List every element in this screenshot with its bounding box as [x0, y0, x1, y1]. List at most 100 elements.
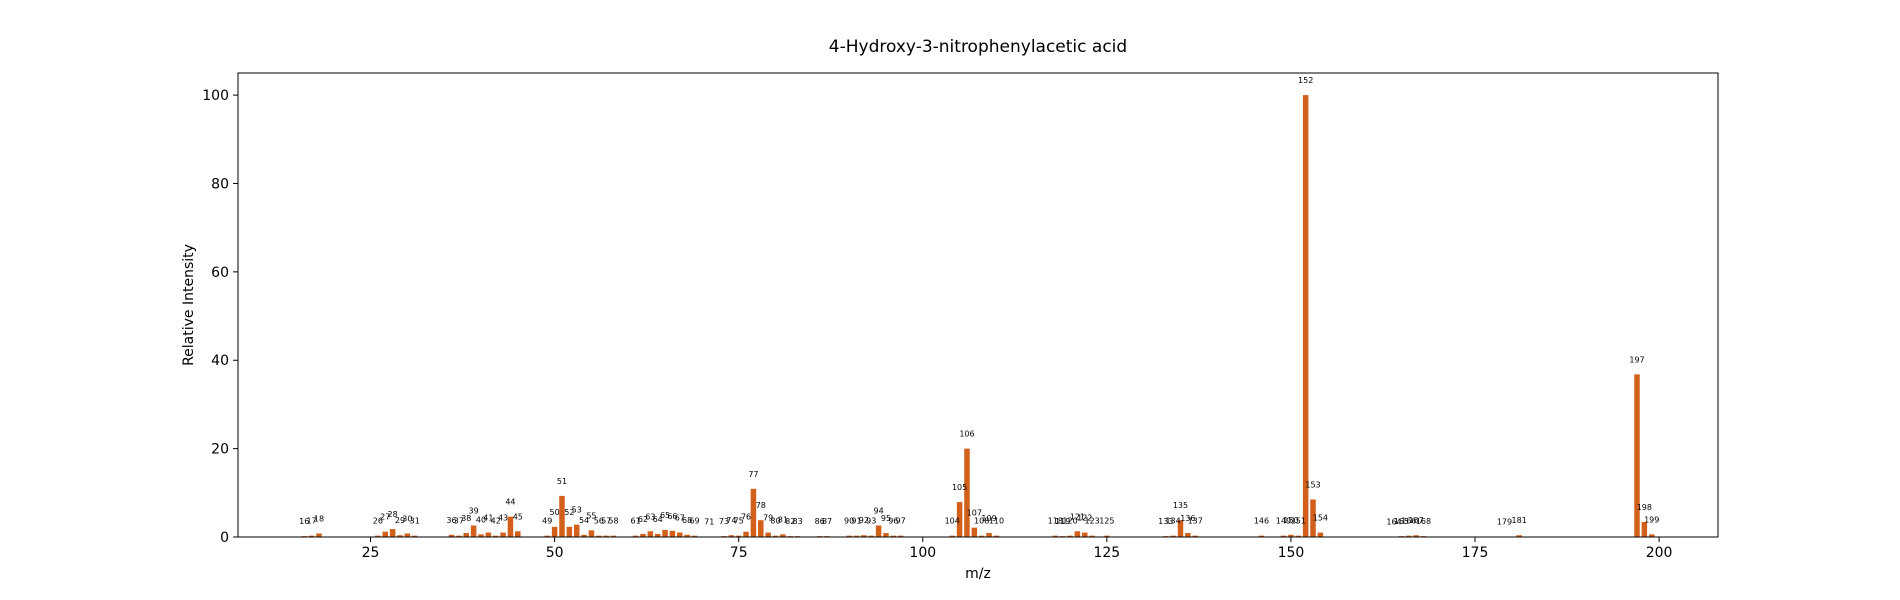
bar-mz-95 [883, 533, 889, 537]
peak-label: 28 [388, 510, 398, 519]
peak-label: 51 [557, 477, 567, 486]
peak-label: 168 [1416, 517, 1431, 526]
peak-label: 50 [550, 508, 560, 517]
bar-mz-41 [485, 532, 492, 537]
peak-label: 134 [1165, 517, 1180, 526]
peak-label: 57 [601, 517, 611, 526]
peak-label: 135 [1173, 501, 1188, 510]
peak-label: 17 [307, 517, 317, 526]
bar-mz-18 [316, 533, 322, 537]
bar-mz-57 [603, 535, 609, 537]
bar-mz-30 [404, 533, 411, 537]
bar-mz-149 [1280, 535, 1287, 537]
bar-mz-40 [478, 534, 484, 537]
bars-layer [301, 95, 1655, 537]
bar-mz-125 [1104, 535, 1110, 537]
peak-label: 108 [974, 517, 989, 526]
bar-mz-80 [772, 535, 779, 537]
peak-label: 122 [1077, 514, 1092, 523]
bar-mz-63 [647, 531, 654, 537]
bar-mz-93 [868, 535, 874, 537]
bar-mz-17 [308, 535, 315, 537]
bar-mz-51 [559, 495, 565, 537]
bar-mz-90 [846, 535, 852, 537]
peak-label: 54 [579, 516, 589, 525]
peak-label: 73 [719, 517, 729, 526]
x-tick-label: 200 [1646, 545, 1673, 561]
peak-label: 27 [380, 513, 390, 522]
bar-mz-137 [1192, 535, 1198, 537]
peak-label: 78 [756, 501, 766, 510]
peak-label: 56 [594, 517, 604, 526]
peak-label: 39 [469, 507, 479, 516]
peak-label: 61 [631, 517, 641, 526]
bar-mz-45 [515, 531, 521, 537]
peak-label: 62 [638, 515, 648, 524]
peak-label: 71 [704, 518, 714, 527]
bar-mz-97 [897, 535, 904, 537]
bar-mz-56 [596, 535, 602, 537]
bar-mz-136 [1185, 533, 1191, 537]
x-tick-label: 25 [362, 545, 380, 561]
x-axis: 25 50 75 100 125 150 175 200 [362, 537, 1673, 561]
bar-mz-42 [492, 535, 499, 537]
peak-label: 82 [785, 517, 795, 526]
peak-label: 165 [1394, 517, 1409, 526]
peak-label: 18 [314, 514, 324, 523]
peak-label: 45 [513, 512, 523, 521]
y-tick-label: 20 [211, 442, 229, 458]
peak-label: 26 [373, 517, 383, 526]
bar-mz-52 [566, 526, 573, 537]
peak-label: 152 [1298, 76, 1313, 85]
bar-mz-79 [765, 532, 771, 537]
x-tick-label: 175 [1462, 545, 1489, 561]
peak-label: 87 [822, 517, 832, 526]
bar-mz-123 [1089, 535, 1095, 537]
peak-label: 110 [989, 517, 1004, 526]
y-tick-label: 100 [202, 88, 229, 104]
bar-mz-198 [1641, 521, 1648, 537]
bar-mz-181 [1516, 535, 1522, 537]
peak-label: 30 [402, 514, 412, 523]
peak-label: 91 [851, 517, 861, 526]
peak-label: 80 [770, 517, 780, 526]
peak-label: 43 [498, 514, 508, 523]
y-tick-label: 60 [211, 265, 229, 281]
peak-label: 181 [1512, 516, 1527, 525]
peak-label: 198 [1637, 503, 1652, 512]
y-axis: 0 20 40 60 80 100 [202, 88, 238, 546]
bar-mz-55 [588, 530, 595, 537]
peak-label: 121 [1070, 512, 1085, 521]
peak-label: 55 [586, 511, 596, 520]
bar-mz-38 [463, 533, 470, 537]
peak-label: 79 [763, 514, 773, 523]
peak-label: 150 [1283, 516, 1298, 525]
bar-mz-151 [1295, 535, 1302, 537]
peak-label: 81 [778, 515, 788, 524]
peak-label: 96 [888, 517, 898, 526]
peak-label: 133 [1158, 517, 1173, 526]
peak-label: 64 [653, 515, 663, 524]
peak-label: 95 [881, 514, 891, 523]
peak-label: 29 [395, 516, 405, 525]
bar-mz-122 [1082, 532, 1088, 537]
bar-mz-37 [456, 535, 462, 537]
bar-mz-146 [1258, 535, 1265, 537]
bar-mz-106 [964, 448, 970, 537]
peak-label: 53 [572, 506, 582, 515]
bar-mz-75 [735, 535, 742, 537]
bar-mz-166 [1406, 535, 1412, 537]
peak-label: 86 [815, 517, 825, 526]
x-axis-title: m/z [965, 566, 991, 582]
bar-mz-65 [662, 529, 668, 537]
bar-mz-91 [853, 535, 860, 537]
x-tick-label: 50 [546, 545, 564, 561]
peak-label: 65 [660, 511, 670, 520]
peak-label: 146 [1254, 517, 1269, 526]
peak-label: 105 [952, 483, 967, 492]
bar-mz-68 [684, 534, 690, 537]
peak-label: 38 [461, 514, 471, 523]
bar-mz-58 [610, 535, 617, 537]
bar-mz-197 [1634, 374, 1640, 537]
